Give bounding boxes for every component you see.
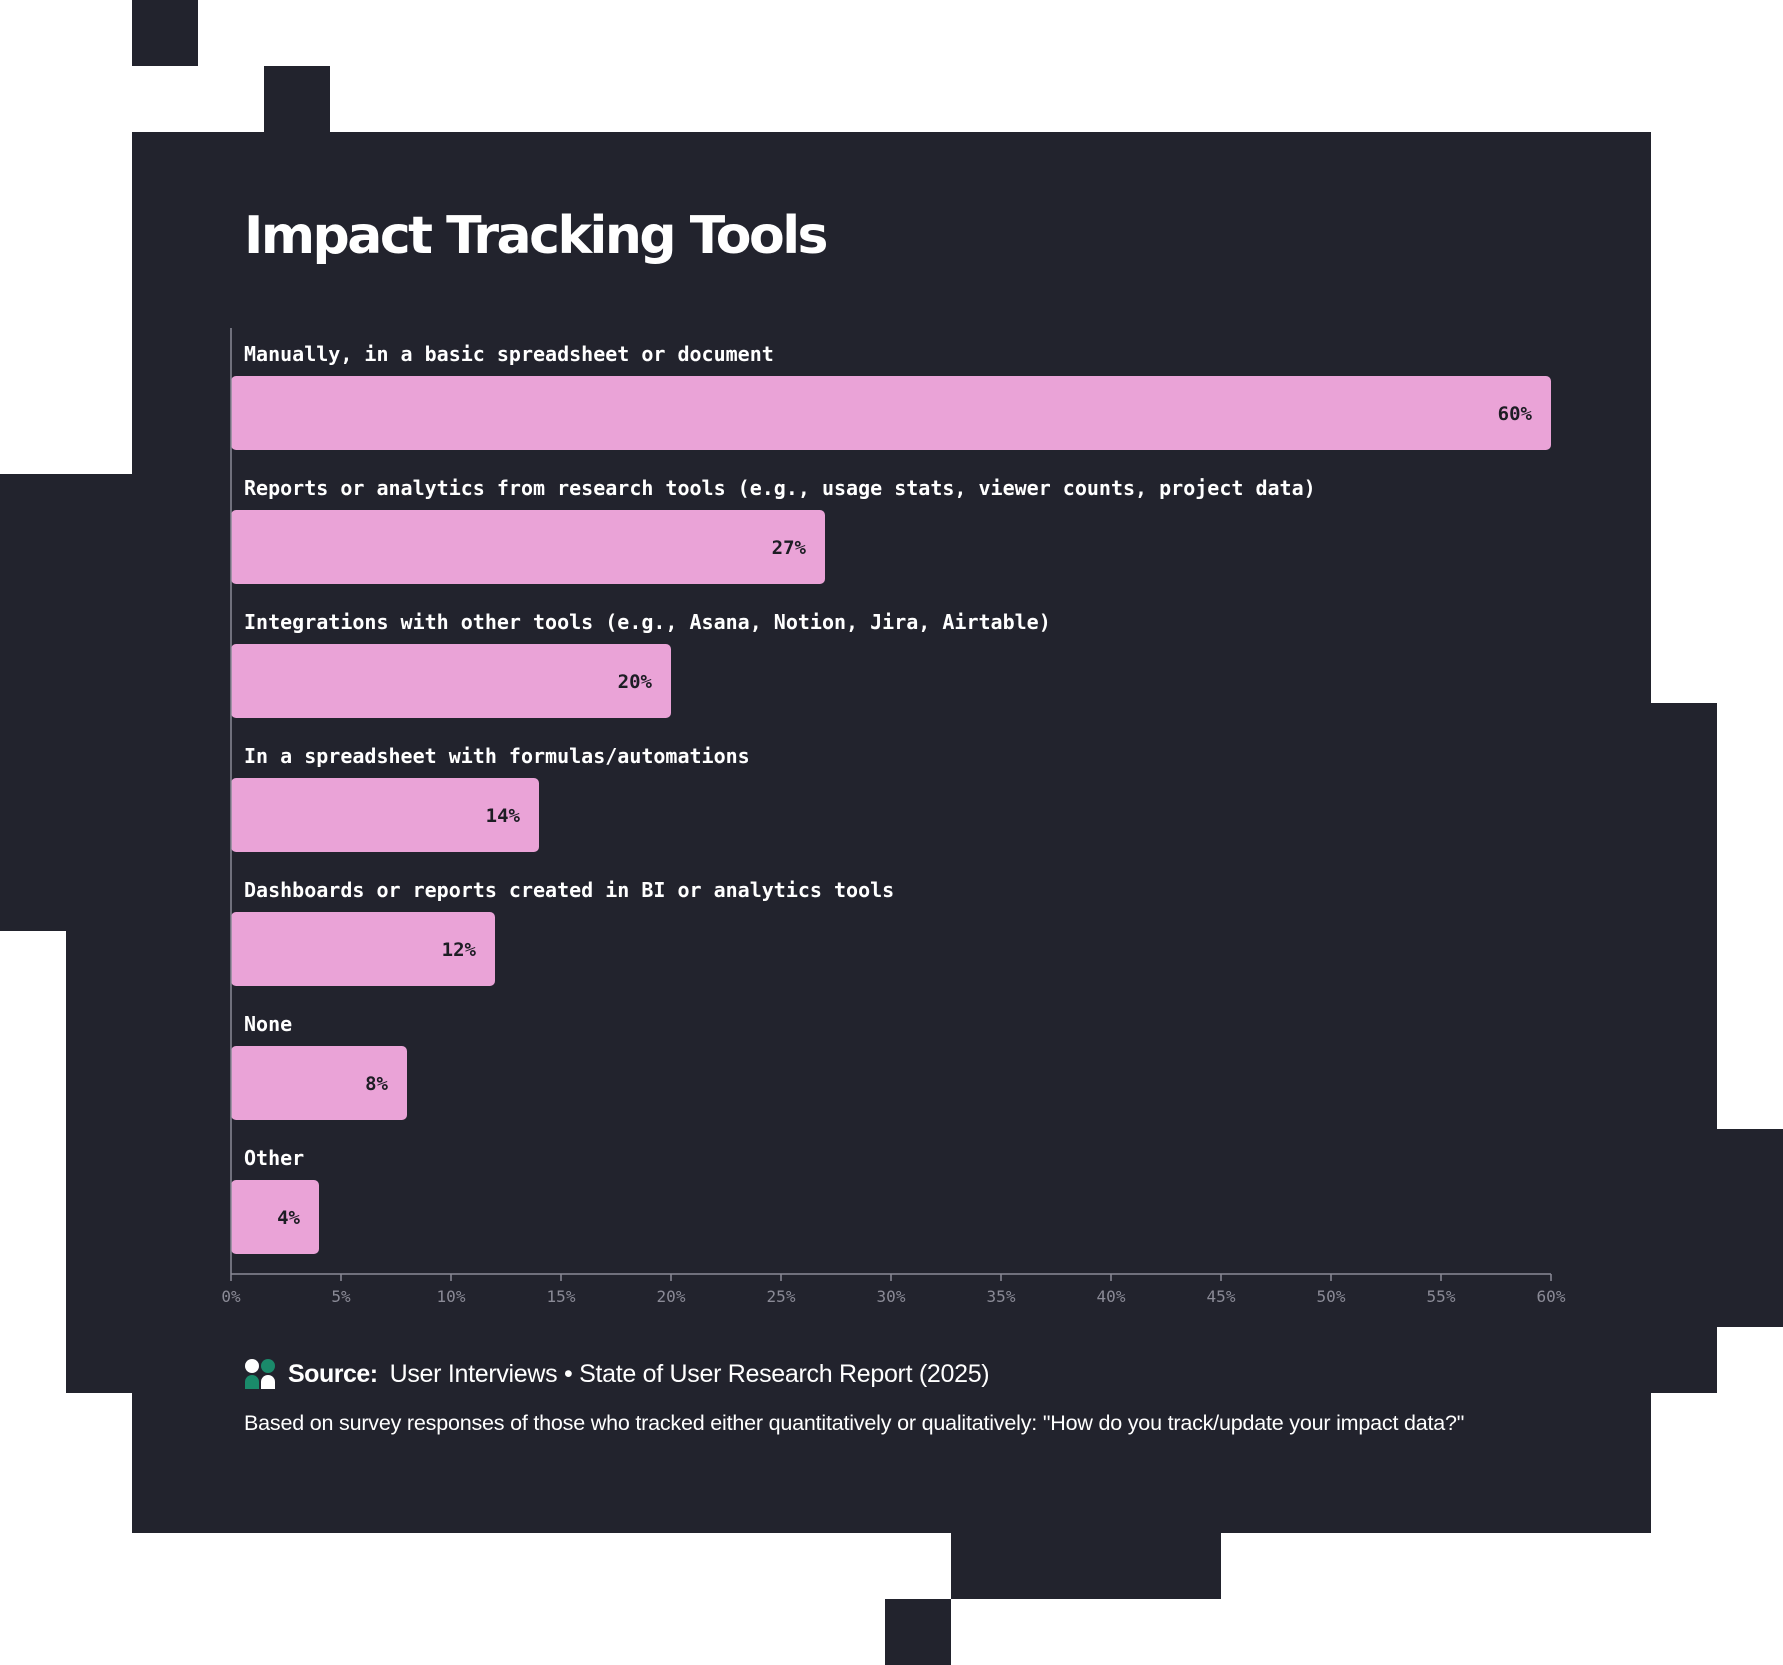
chart-title: Impact Tracking Tools xyxy=(244,206,829,266)
bar-value-label: 20% xyxy=(618,671,653,693)
user-interviews-logo-icon xyxy=(245,1359,275,1389)
x-tick-label: 20% xyxy=(657,1287,686,1306)
category-label: Other xyxy=(244,1146,304,1170)
bar xyxy=(231,1046,407,1120)
x-tick-label: 50% xyxy=(1317,1287,1346,1306)
background-block xyxy=(66,931,132,1393)
background-block xyxy=(264,66,330,132)
x-tick-label: 55% xyxy=(1427,1287,1456,1306)
x-tick-label: 30% xyxy=(877,1287,906,1306)
category-label: Manually, in a basic spreadsheet or docu… xyxy=(244,342,774,366)
footnote: Based on survey responses of those who t… xyxy=(244,1411,1465,1435)
bar-value-label: 27% xyxy=(772,537,807,559)
x-tick-label: 60% xyxy=(1537,1287,1566,1306)
category-label: Dashboards or reports created in BI or a… xyxy=(244,878,894,902)
background-block xyxy=(0,474,132,931)
background-block xyxy=(132,0,198,66)
bar-value-label: 4% xyxy=(277,1207,300,1229)
bar xyxy=(231,912,495,986)
background-block xyxy=(1717,1129,1783,1327)
bar-value-label: 8% xyxy=(365,1073,388,1095)
bar-value-label: 12% xyxy=(442,939,477,961)
category-label: None xyxy=(244,1012,292,1036)
bar xyxy=(231,778,539,852)
source-prefix: Source: xyxy=(288,1359,378,1388)
x-tick-label: 35% xyxy=(987,1287,1016,1306)
bar-value-label: 60% xyxy=(1498,403,1533,425)
x-tick-label: 25% xyxy=(767,1287,796,1306)
category-label: In a spreadsheet with formulas/automatio… xyxy=(244,744,750,768)
category-label: Reports or analytics from research tools… xyxy=(244,476,1316,500)
bar-value-label: 14% xyxy=(486,805,521,827)
x-tick-label: 0% xyxy=(221,1287,241,1306)
source-text: User Interviews • State of User Research… xyxy=(389,1359,990,1388)
bar xyxy=(231,1180,319,1254)
x-tick-label: 10% xyxy=(437,1287,466,1306)
background-block xyxy=(951,1533,1221,1599)
bars-layer: Manually, in a basic spreadsheet or docu… xyxy=(231,342,1551,1254)
bar xyxy=(231,644,671,718)
x-axis: 0% 5% 10% 15% 20% 25% 30% 35% 40% 45% 50% 55% 60% xyxy=(221,328,1566,1306)
background-block xyxy=(1651,703,1717,1393)
bar xyxy=(231,510,825,584)
category-label: Integrations with other tools (e.g., Asa… xyxy=(244,610,1051,634)
bar xyxy=(231,376,1551,450)
x-tick-label: 5% xyxy=(331,1287,351,1306)
background-block xyxy=(885,1599,951,1665)
x-tick-label: 40% xyxy=(1097,1287,1126,1306)
source-row: Source: User Interviews • State of User … xyxy=(244,1358,990,1390)
x-tick-label: 15% xyxy=(547,1287,576,1306)
x-tick-label: 45% xyxy=(1207,1287,1236,1306)
